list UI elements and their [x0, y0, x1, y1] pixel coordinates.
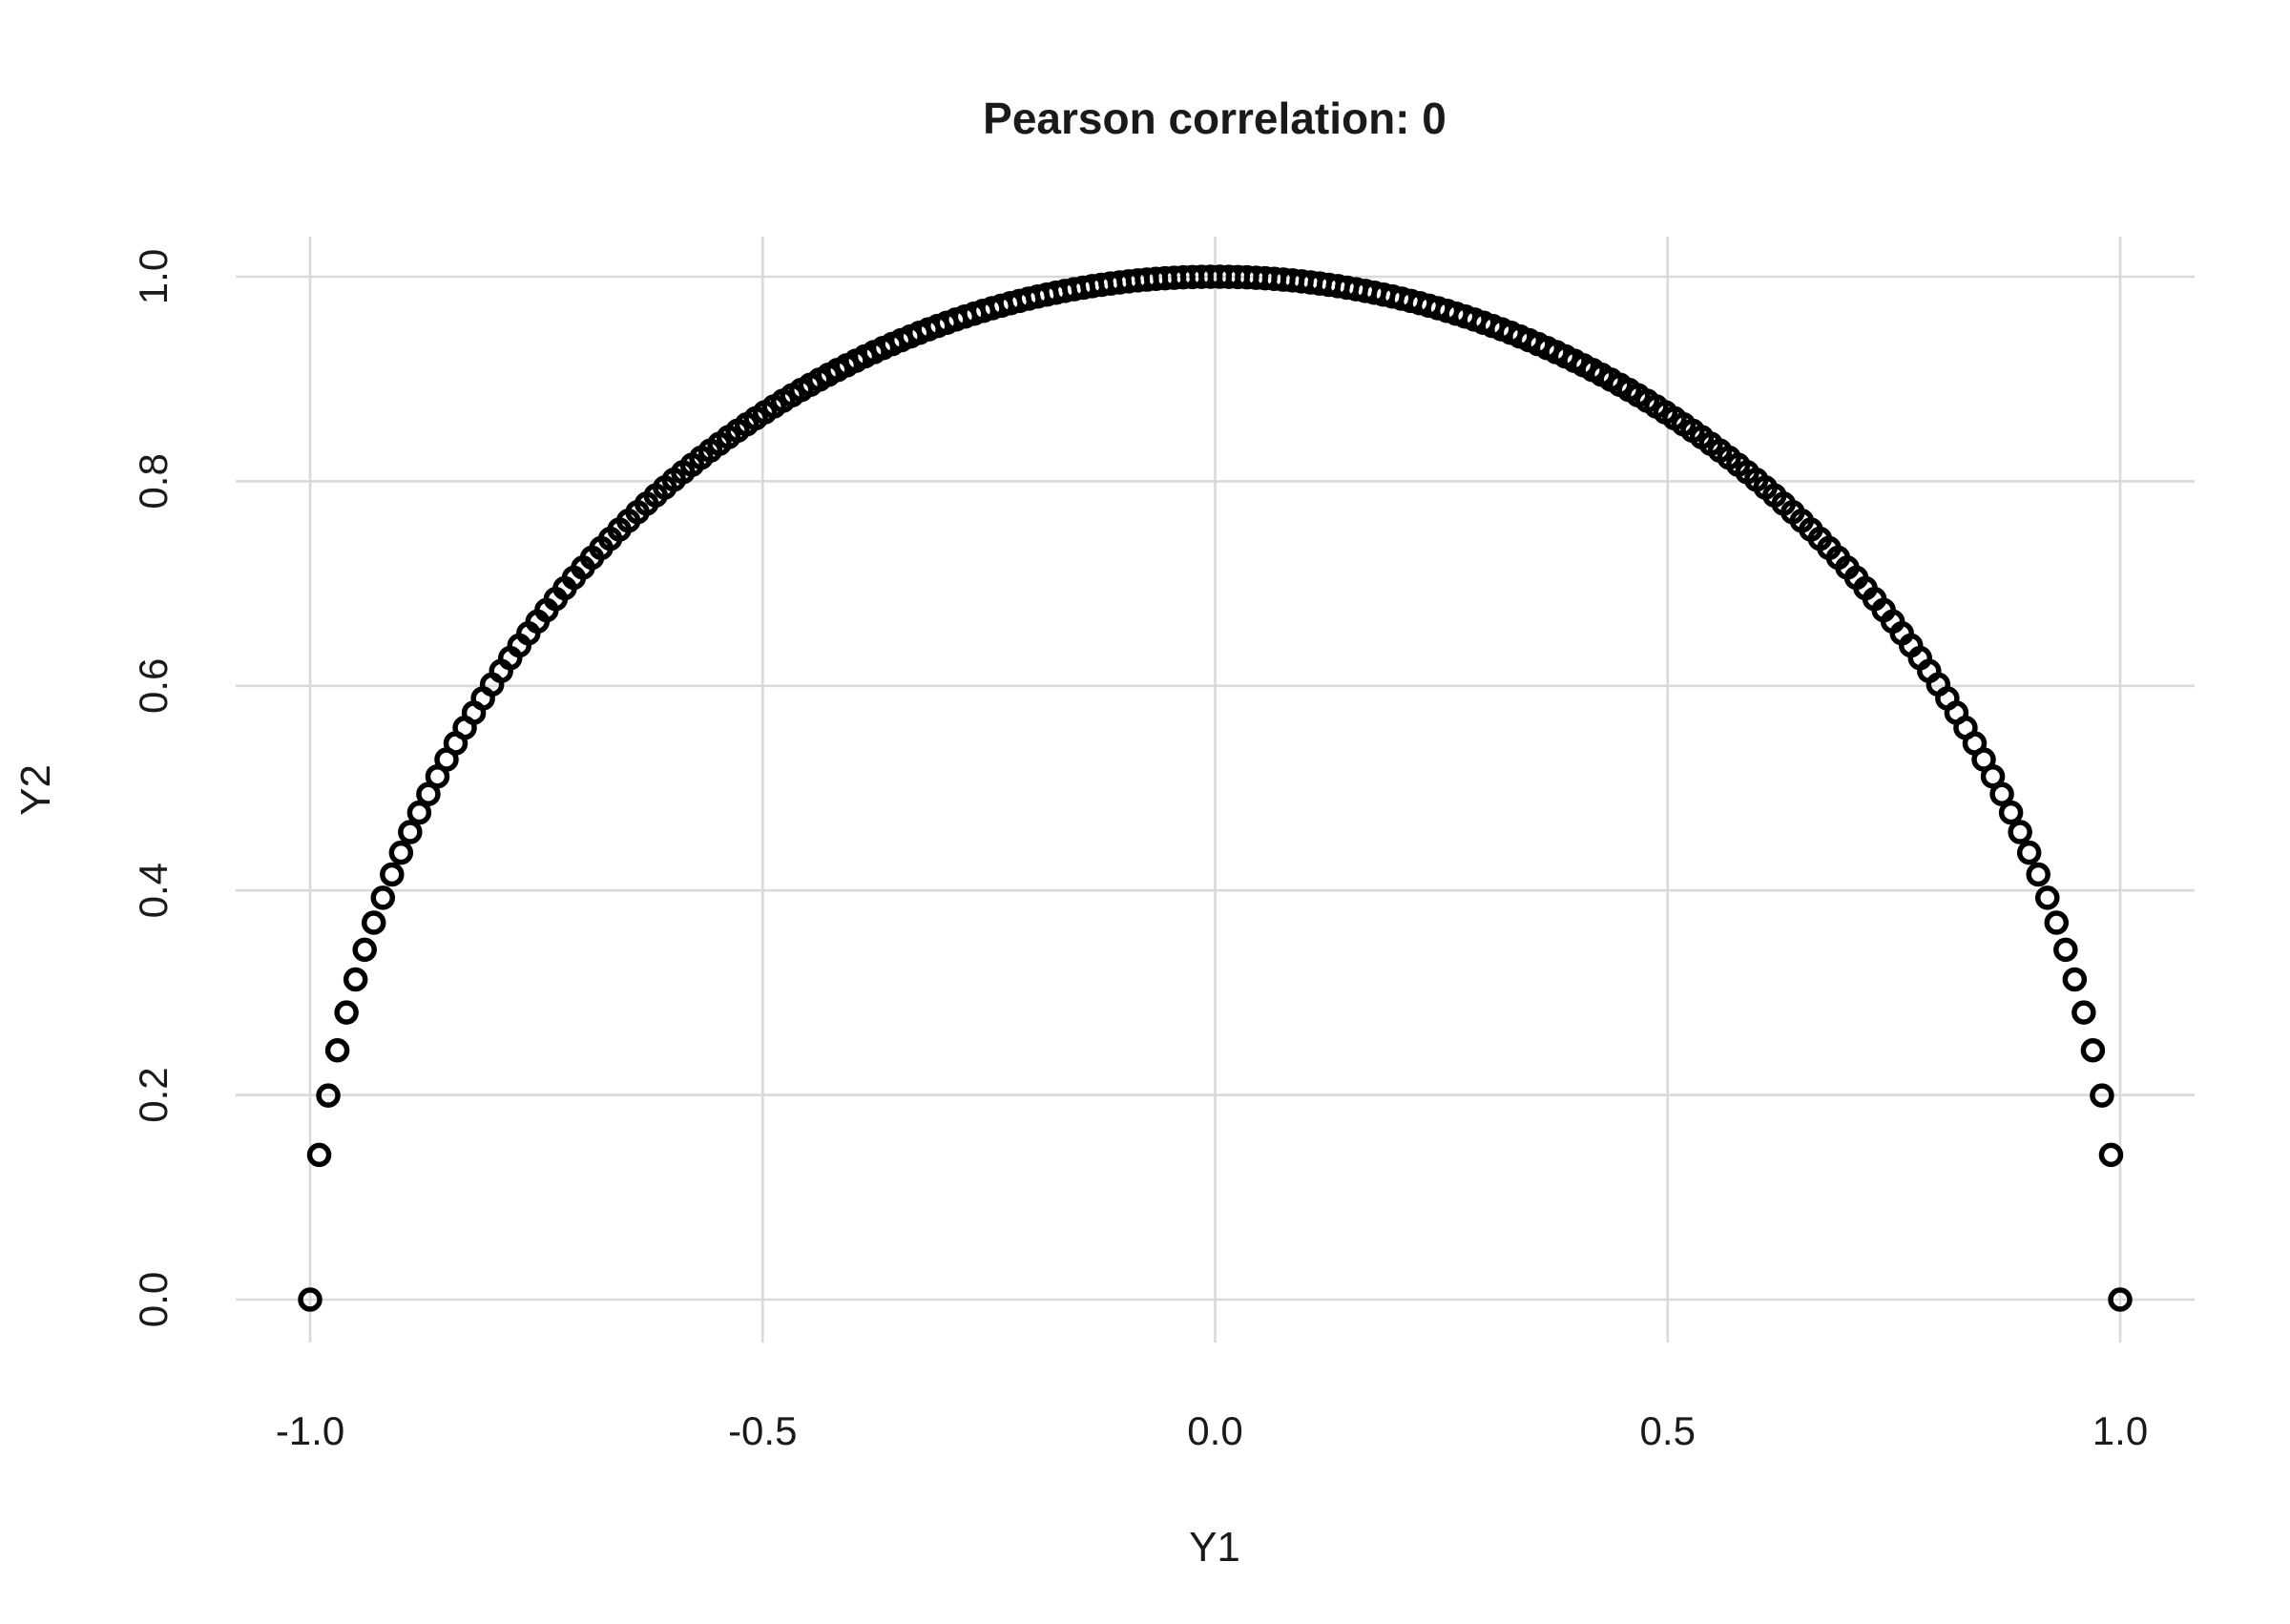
data-point [2053, 937, 2078, 963]
data-point [361, 910, 386, 935]
data-point [2008, 820, 2032, 844]
data-point [388, 840, 414, 865]
x-tick-label: 0.5 [1640, 1408, 1696, 1453]
x-tick-label: 1.0 [2092, 1408, 2148, 1453]
data-point [343, 967, 368, 992]
data-point [324, 1038, 350, 1063]
grid [236, 237, 2195, 1343]
y-tick-label: 0.6 [131, 658, 176, 714]
data-point [2071, 1000, 2096, 1025]
data-points [298, 264, 2133, 1312]
x-tick-label: -0.5 [728, 1408, 797, 1453]
data-point [316, 1083, 341, 1108]
data-point [334, 1000, 359, 1025]
x-tick-label: 0.0 [1187, 1408, 1242, 1453]
x-axis-title: Y1 [1189, 1524, 1240, 1571]
y-tick-label: 0.0 [131, 1272, 176, 1327]
data-point [380, 862, 405, 887]
y-tick-label: 0.8 [131, 453, 176, 509]
y-tick-label: 1.0 [131, 249, 176, 304]
data-point [416, 781, 441, 806]
data-point [1998, 800, 2024, 825]
y-tick-label: 0.4 [131, 863, 176, 918]
data-point [2016, 840, 2042, 865]
data-point [1989, 781, 2014, 806]
y-axis-title: Y2 [12, 764, 59, 816]
data-point [2098, 1142, 2124, 1168]
x-tick-label: -1.0 [276, 1408, 344, 1453]
x-axis-tick-labels: -1.0 -0.5 0.0 0.5 1.0 [276, 1408, 2148, 1453]
data-point [306, 1142, 332, 1168]
data-point [406, 800, 432, 825]
data-point [352, 937, 377, 963]
data-point [2026, 862, 2051, 887]
y-axis-tick-labels: 0.0 0.2 0.4 0.6 0.8 1.0 [131, 249, 176, 1327]
chart-title: Pearson correlation: 0 [983, 94, 1447, 143]
data-point [1980, 763, 2006, 789]
data-point [2034, 885, 2060, 910]
y-tick-label: 0.2 [131, 1067, 176, 1122]
data-point [398, 820, 423, 844]
data-point [2062, 967, 2088, 992]
data-point [2044, 910, 2070, 935]
data-point [370, 885, 396, 910]
data-point [2080, 1038, 2106, 1063]
data-point [2090, 1083, 2114, 1108]
data-point [2108, 1287, 2133, 1312]
data-point [298, 1287, 323, 1312]
